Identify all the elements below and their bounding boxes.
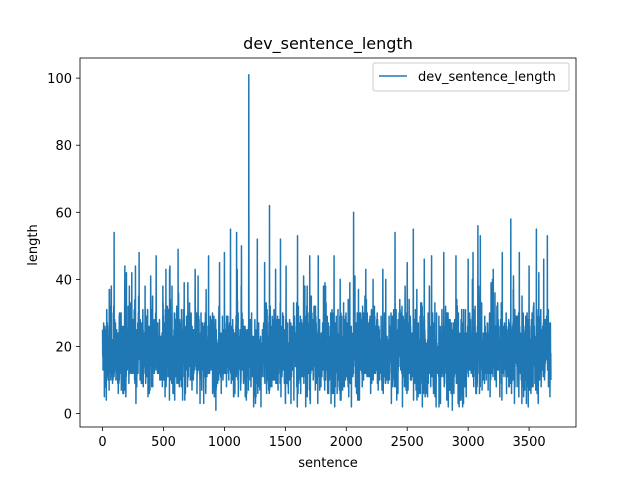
y-tick-label: 0 bbox=[64, 408, 72, 423]
y-tick-label: 100 bbox=[47, 72, 72, 87]
y-axis-label: length bbox=[26, 224, 41, 265]
x-tick-label: 0 bbox=[98, 435, 106, 450]
x-tick-label: 3500 bbox=[513, 435, 546, 450]
legend-box bbox=[372, 62, 570, 92]
legend: dev_sentence_length bbox=[372, 62, 570, 92]
series-line bbox=[101, 74, 552, 411]
y-tick-label: 20 bbox=[55, 340, 72, 355]
x-axis-ticks: 0 500 1000 1500 2000 2500 3000 3500 bbox=[98, 427, 546, 450]
x-tick-label: 500 bbox=[151, 435, 176, 450]
plot-frame bbox=[79, 57, 577, 428]
x-axis-label: sentence bbox=[298, 456, 358, 471]
y-tick-label: 60 bbox=[55, 206, 72, 221]
legend-label: dev_sentence_length bbox=[418, 70, 556, 85]
y-axis-ticks: 0 20 40 60 80 100 bbox=[47, 72, 80, 423]
x-tick-label: 3000 bbox=[452, 435, 485, 450]
x-tick-label: 1000 bbox=[208, 435, 241, 450]
x-tick-label: 2500 bbox=[391, 435, 424, 450]
x-tick-label: 2000 bbox=[330, 435, 363, 450]
x-tick-label: 1500 bbox=[269, 435, 302, 450]
y-tick-label: 80 bbox=[55, 139, 72, 154]
y-tick-label: 40 bbox=[55, 273, 72, 288]
chart-title: dev_sentence_length bbox=[243, 34, 413, 54]
